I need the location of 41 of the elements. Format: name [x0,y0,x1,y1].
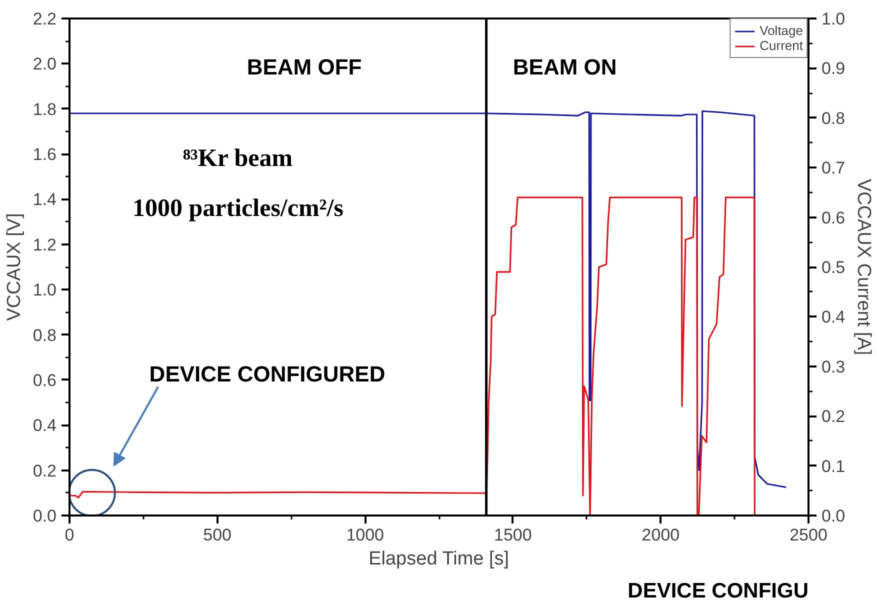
x-tick-label: 1500 [494,526,532,544]
annotation: ⁸³Kr beam [182,145,293,172]
line-series [70,196,756,516]
annotation: BEAM ON [512,54,617,80]
y-tick-label: 1.6 [32,145,57,164]
y2-tick-label: 0.4 [822,308,846,327]
y2-tick-label: 0.3 [822,357,846,376]
y-tick-label: 1.2 [32,235,57,254]
y-tick-label: 0.8 [32,326,57,345]
y2-tick-label: 0.6 [822,208,846,228]
y2-tick-label: 0.7 [822,158,846,178]
x-axis-title: Elapsed Time [s] [368,548,510,570]
y2-axis-title: VCCAUX Current [A] [853,178,874,356]
y-tick-label: 0.6 [32,370,57,390]
y2-tick-label: 0.9 [822,59,846,78]
x-tick-label: 0 [64,526,74,544]
y-tick-label: 1.0 [32,280,57,300]
annotation: 1000 particles/cm²/s [132,194,344,222]
x-tick-label: 2000 [642,526,680,544]
legend-label: Voltage [760,23,803,38]
y2-tick-label: 0.1 [822,456,846,476]
y-tick-label: 0.2 [32,461,57,480]
y-axis-title: VCCAUX [V] [4,213,25,321]
y2-tick-label: 0.2 [822,407,846,426]
y-tick-label: 2.2 [32,10,57,28]
y-tick-label: 2.0 [32,54,57,74]
x-tick-label: 500 [203,526,232,544]
annotation: DEVICE CONFIGURED [149,362,386,387]
annotation: BEAM OFF [246,54,362,80]
y2-tick-label: 0.5 [822,258,846,277]
text: DEVICE CONFIGU [628,580,809,602]
x-tick-label: 1000 [346,526,384,544]
legend-label: Current [760,38,803,53]
y-tick-label: 0.0 [32,506,57,526]
y2-tick-label: 1.0 [822,10,846,28]
x-tick-label: 2500 [790,526,828,544]
y-tick-label: 1.8 [32,100,57,119]
y-tick-label: 1.4 [32,190,57,210]
y2-tick-label: 0.8 [822,108,846,128]
y-tick-label: 0.4 [32,416,57,436]
y2-tick-label: 0.0 [822,506,846,526]
